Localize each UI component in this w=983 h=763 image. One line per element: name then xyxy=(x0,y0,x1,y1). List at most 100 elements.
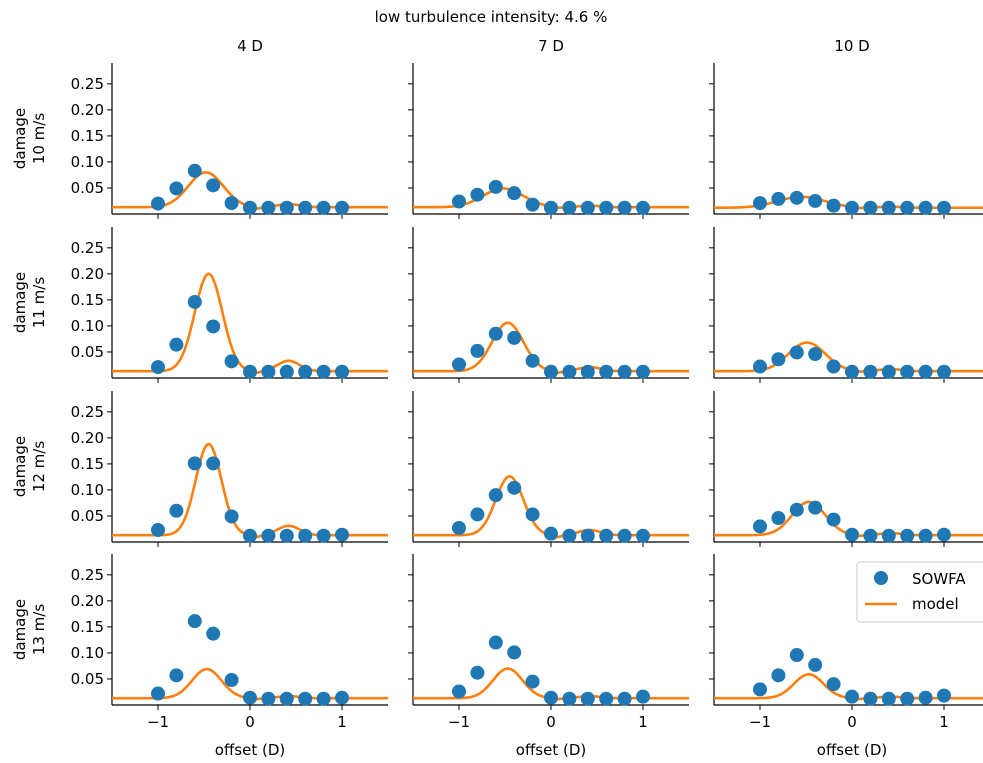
sowfa-point xyxy=(808,657,823,672)
x-tick-label: 0 xyxy=(245,713,255,731)
sowfa-point xyxy=(789,648,804,663)
sowfa-point xyxy=(937,200,951,215)
sowfa-point xyxy=(900,691,915,706)
sowfa-point xyxy=(845,364,859,379)
sowfa-point xyxy=(452,520,466,535)
sowfa-point xyxy=(562,200,577,215)
sowfa-point xyxy=(937,364,951,379)
sowfa-point xyxy=(187,614,202,629)
subplot xyxy=(408,227,689,383)
sowfa-point xyxy=(753,682,767,697)
sowfa-point xyxy=(243,690,257,705)
x-axis-label: offset (D) xyxy=(215,741,285,759)
sowfa-point xyxy=(187,294,202,309)
sowfa-point xyxy=(599,364,614,379)
sowfa-point xyxy=(789,345,804,360)
sowfa-point xyxy=(488,488,503,503)
y-tick-label: 0.15 xyxy=(71,618,104,636)
sowfa-point xyxy=(169,503,184,518)
y-tick-label: 0.05 xyxy=(71,343,104,361)
sowfa-point xyxy=(863,364,878,379)
sowfa-point xyxy=(562,691,577,706)
sowfa-point xyxy=(617,691,632,706)
y-tick-label: 0.10 xyxy=(71,317,104,335)
sowfa-point xyxy=(845,200,859,215)
sowfa-point xyxy=(617,528,632,543)
y-tick-label: 0.20 xyxy=(71,101,104,119)
model-line xyxy=(112,272,388,375)
x-tick-label: 0 xyxy=(546,713,556,731)
sowfa-point xyxy=(900,200,915,215)
model-line xyxy=(112,442,388,539)
sowfa-point xyxy=(900,364,915,379)
sowfa-point xyxy=(826,512,841,527)
sowfa-point xyxy=(316,691,331,706)
sowfa-point xyxy=(316,364,331,379)
sowfa-point xyxy=(808,193,823,208)
sowfa-point xyxy=(863,200,878,215)
sowfa-point xyxy=(488,179,503,194)
sowfa-point xyxy=(753,519,767,534)
sowfa-point xyxy=(580,691,595,706)
sowfa-point xyxy=(599,691,614,706)
legend-marker-sowfa xyxy=(874,571,888,585)
y-tick-label: 0.25 xyxy=(71,239,104,257)
sowfa-point xyxy=(169,181,184,196)
y-tick-label: 0.15 xyxy=(71,455,104,473)
sowfa-point xyxy=(316,528,331,543)
x-tick-label: 1 xyxy=(337,713,347,731)
sowfa-point xyxy=(470,187,485,202)
sowfa-point xyxy=(206,319,221,334)
sowfa-point xyxy=(335,690,349,705)
y-axis-label-line: damage xyxy=(11,272,29,333)
legend-label-model: model xyxy=(912,595,959,613)
y-axis-label-line: damage xyxy=(11,599,29,660)
y-tick-label: 0.20 xyxy=(71,429,104,447)
sowfa-point xyxy=(900,528,915,543)
y-axis-label-line: damage xyxy=(11,108,29,169)
y-tick-label: 0.25 xyxy=(71,566,104,584)
legend: SOWFA model xyxy=(856,561,983,623)
sowfa-point xyxy=(452,194,466,209)
sowfa-point xyxy=(169,337,184,352)
sowfa-point xyxy=(636,528,650,543)
column-title: 4 D xyxy=(237,37,263,55)
legend-box xyxy=(856,561,983,623)
sowfa-point xyxy=(789,502,804,517)
sowfa-point xyxy=(789,190,804,205)
sowfa-point xyxy=(544,200,558,215)
y-tick-label: 0.10 xyxy=(71,481,104,499)
sowfa-point xyxy=(452,357,466,372)
sowfa-point xyxy=(298,200,313,215)
sowfa-point xyxy=(845,527,859,542)
sowfa-point xyxy=(452,684,466,699)
sowfa-point xyxy=(224,196,239,211)
sowfa-point xyxy=(243,200,257,215)
x-tick-label: −1 xyxy=(147,713,169,731)
sowfa-point xyxy=(918,364,933,379)
sowfa-point xyxy=(918,528,933,543)
y-tick-label: 0.15 xyxy=(71,291,104,309)
column-title: 7 D xyxy=(538,37,564,55)
x-axis-label: offset (D) xyxy=(817,741,887,759)
x-tick-label: 0 xyxy=(847,713,857,731)
subplot: 0.05 0.10 0.15 0.20 0.25 xyxy=(71,391,388,547)
sowfa-point xyxy=(279,528,294,543)
sowfa-point xyxy=(771,352,786,367)
sowfa-point xyxy=(151,360,165,375)
x-tick-label: 1 xyxy=(939,713,949,731)
sowfa-point xyxy=(544,690,558,705)
sowfa-point xyxy=(580,200,595,215)
sowfa-point xyxy=(206,456,221,471)
sowfa-point xyxy=(937,527,951,542)
sowfa-point xyxy=(279,364,294,379)
sowfa-point xyxy=(562,364,577,379)
sowfa-point xyxy=(753,359,767,374)
sowfa-point xyxy=(224,509,239,524)
y-axis-label: damage 11 m/s xyxy=(11,272,48,333)
sowfa-point xyxy=(298,528,313,543)
subplot: −1 0 1 offset (D) xyxy=(709,554,983,759)
sowfa-point xyxy=(636,200,650,215)
y-tick-label: 0.25 xyxy=(71,403,104,421)
sowfa-point xyxy=(562,528,577,543)
